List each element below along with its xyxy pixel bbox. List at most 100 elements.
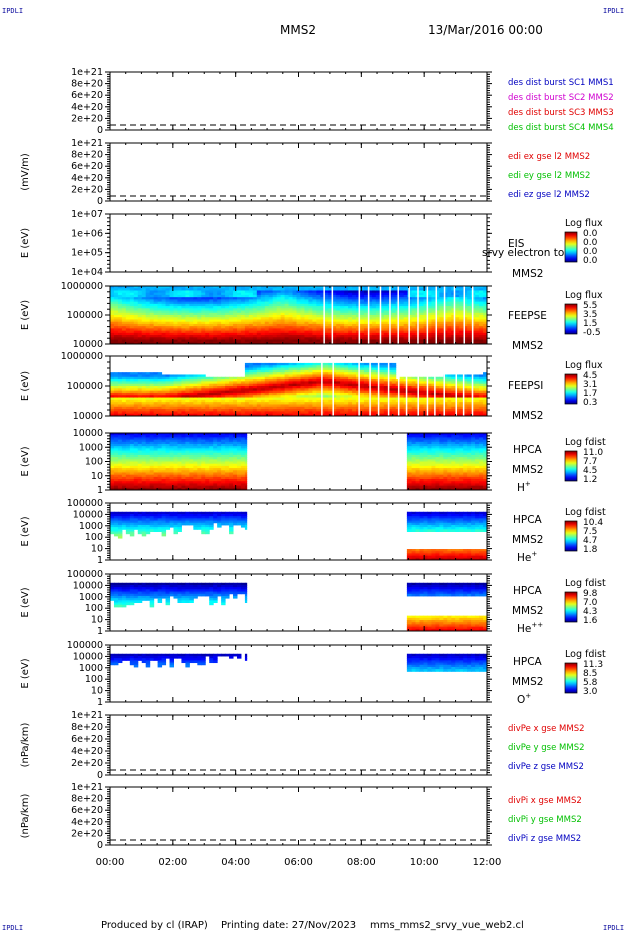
spectrogram-cell (197, 402, 202, 405)
spectrogram-cell (233, 386, 238, 389)
spectrogram-cell (332, 330, 337, 334)
spectrogram-cell (217, 292, 222, 296)
spectrogram-cell (125, 388, 131, 392)
spectrogram-cell (300, 326, 305, 329)
spectrogram-cell (161, 390, 167, 394)
spectrogram-cell (272, 406, 278, 410)
spectrogram-cell (177, 379, 182, 382)
spectrogram-cell (475, 286, 480, 289)
spectrogram-cell (463, 404, 468, 408)
spectrogram-cell (423, 308, 428, 312)
spectrogram-cell (391, 286, 397, 289)
spectrogram-cell (264, 303, 270, 307)
data-gap (435, 286, 438, 344)
spectrogram-cell (233, 402, 238, 405)
spectrogram-cell (248, 409, 254, 412)
spectrogram-cell (197, 388, 202, 392)
spectrogram-cell (344, 383, 349, 387)
spectrogram-cell (455, 341, 460, 345)
spectrogram-cell (137, 409, 143, 412)
spectrogram-cell (149, 308, 155, 312)
spectrogram-cell (268, 303, 274, 307)
spectrogram-cell (439, 310, 444, 314)
spectrogram-cell (459, 319, 464, 323)
spectrogram-cell (387, 362, 393, 366)
spectrogram-cell (252, 341, 258, 345)
spectrogram-cell (244, 330, 250, 334)
spectrogram-cell (459, 411, 464, 415)
spectrogram-cell (268, 369, 274, 373)
spectrogram-cell (189, 411, 194, 415)
spectrogram-cell (320, 339, 325, 343)
spectrogram-cell (463, 299, 468, 303)
spectrogram-cell (248, 395, 254, 399)
spectrogram-cell (125, 323, 131, 327)
spectrogram-cell (256, 392, 262, 396)
spectrogram-cell (483, 306, 488, 309)
spectrogram-cell (229, 321, 234, 325)
spectrogram-cell (229, 379, 234, 382)
spectrogram-cell (161, 383, 167, 387)
spectrogram-cell (387, 386, 393, 389)
spectrogram-cell (193, 290, 198, 294)
spectrogram-cell (447, 376, 452, 380)
spectrogram-cell (121, 297, 127, 300)
spectrogram-cell (483, 286, 488, 289)
data-gap (462, 356, 465, 416)
spectrogram-cell (356, 402, 361, 405)
spectrogram-cell (193, 397, 198, 401)
spectrogram-cell (260, 369, 266, 373)
spectrogram-cell (201, 306, 206, 309)
spectrogram-cell (117, 294, 123, 298)
spectrogram-cell (403, 326, 409, 329)
spectrogram-cell (367, 337, 373, 341)
spectrogram-cell (268, 328, 274, 332)
spectrogram-cell (213, 292, 218, 296)
spectrogram-cell (316, 332, 321, 336)
spectrogram-cell (435, 376, 440, 380)
spectrogram-cell (316, 286, 321, 289)
spectrogram-cell (221, 330, 226, 334)
spectrogram-cell (280, 397, 286, 401)
data-gap (321, 356, 323, 416)
spectrogram-cell (431, 330, 436, 334)
spectrogram-cell (193, 312, 198, 316)
spectrogram-cell (336, 404, 341, 408)
spectrogram-cell (336, 319, 341, 323)
spectrogram-cell (467, 299, 472, 303)
spectrogram-cell (201, 374, 206, 378)
spectrogram-cell (316, 409, 321, 412)
spectrogram-cell (280, 290, 286, 294)
spectrogram-cell (312, 297, 317, 300)
spectrogram-cell (463, 290, 468, 294)
spectrogram-cell (435, 402, 440, 405)
spectrogram-cell (443, 292, 448, 296)
spectrogram-cell (217, 390, 222, 394)
spectrogram-cell (348, 365, 353, 369)
spectrogram-cell (316, 335, 321, 338)
spectrogram-cell (443, 321, 448, 325)
spectrogram-cell (149, 330, 155, 334)
spectrogram-cell (217, 395, 222, 399)
spectrogram-cell (252, 319, 258, 323)
spectrogram-cell (419, 292, 425, 296)
spectrogram-cell (300, 392, 305, 396)
spectrogram-cell (411, 319, 417, 323)
spectrogram-cell (113, 395, 119, 399)
spectrogram-cell (320, 288, 325, 291)
spectrogram-cell (217, 312, 222, 316)
spectrogram-cell (256, 326, 262, 329)
spectrogram-cell (391, 339, 397, 343)
spectrogram-cell (161, 303, 167, 307)
spectrogram-cell (451, 312, 456, 316)
spectrogram-cell (356, 326, 361, 329)
spectrogram-cell (407, 411, 413, 415)
spectrogram-cell (177, 328, 182, 332)
spectrogram-cell (360, 365, 365, 369)
spectrogram-cell (475, 381, 480, 385)
spectrogram-cell (439, 411, 444, 415)
spectrogram-cell (268, 308, 274, 312)
spectrogram-cell (348, 317, 353, 320)
spectrogram-cell (213, 310, 218, 314)
spectrogram-cell (252, 409, 258, 412)
